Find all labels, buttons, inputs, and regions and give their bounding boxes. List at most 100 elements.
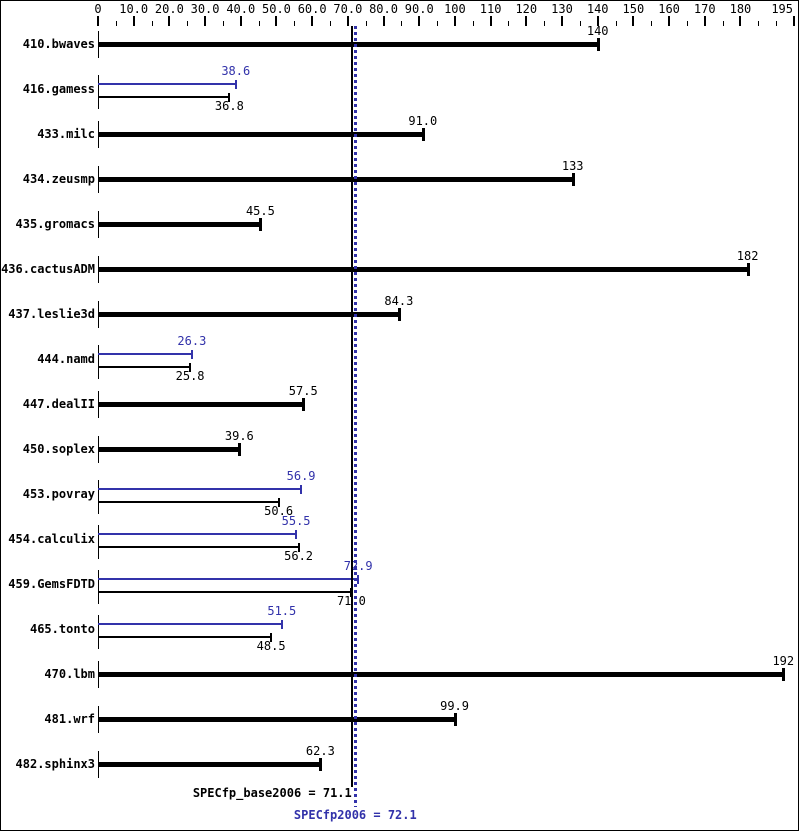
base-bar-end-tick <box>277 498 280 507</box>
base-bar-end-tick <box>596 38 600 51</box>
base-value-label: 62.3 <box>305 744 335 758</box>
x-axis-major-tick <box>239 16 242 26</box>
x-axis-minor-tick <box>222 21 224 26</box>
base-bar-end-tick <box>782 668 786 681</box>
peak-bar <box>98 533 297 535</box>
x-axis-minor-tick <box>508 21 510 26</box>
peak-mean-label: SPECfp2006 = 72.1 <box>293 808 417 822</box>
row-axis-tick <box>98 345 99 379</box>
x-axis-tick-label: 90.0 <box>404 2 434 16</box>
x-axis-tick-label: 150 <box>622 2 645 16</box>
x-axis-tick-label: 60.0 <box>297 2 327 16</box>
benchmark-name: 437.leslie3d <box>8 307 95 321</box>
peak-bar-end-tick <box>280 620 283 629</box>
x-axis-tick-label: 140 <box>586 2 609 16</box>
x-axis-minor-tick <box>258 21 260 26</box>
x-axis-tick-label: 10.0 <box>119 2 149 16</box>
base-value-label: 99.9 <box>440 699 470 713</box>
base-bar-end-tick <box>319 758 323 771</box>
x-axis-major-tick <box>204 16 207 26</box>
base-bar-end-tick <box>571 173 575 186</box>
peak-bar <box>98 488 302 490</box>
peak-value-label: 51.5 <box>267 604 297 618</box>
base-bar-end-tick <box>297 543 300 552</box>
peak-bar-end-tick <box>300 485 303 494</box>
x-axis-major-tick <box>382 16 385 26</box>
x-axis-major-tick <box>668 16 671 26</box>
x-axis-major-tick <box>168 16 171 26</box>
base-bar-end-tick <box>453 713 457 726</box>
base-bar <box>98 501 279 503</box>
base-value-label: 36.8 <box>214 99 244 113</box>
x-axis-minor-tick <box>437 21 439 26</box>
benchmark-name: 465.tonto <box>29 622 95 636</box>
peak-bar <box>98 623 282 625</box>
base-bar <box>98 222 261 227</box>
x-axis-major-tick <box>596 16 599 26</box>
peak-value-label: 55.5 <box>281 514 311 528</box>
benchmark-name: 410.bwaves <box>22 37 95 51</box>
base-value-label: 57.5 <box>288 384 318 398</box>
peak-bar <box>98 353 192 355</box>
base-value-label: 39.6 <box>224 429 254 443</box>
base-bar-end-tick <box>189 363 192 372</box>
x-axis-minor-tick <box>115 21 117 26</box>
benchmark-name: 416.gamess <box>22 82 95 96</box>
x-axis-minor-tick <box>758 21 760 26</box>
base-value-label: 84.3 <box>384 294 414 308</box>
x-axis-tick-label: 100 <box>444 2 466 16</box>
x-axis-minor-tick <box>722 21 724 26</box>
base-bar <box>98 717 455 722</box>
x-axis-tick-label: 50.0 <box>262 2 291 16</box>
peak-value-label: 72.9 <box>343 559 373 573</box>
base-value-label: 133 <box>561 159 584 173</box>
x-axis-minor-tick <box>294 21 296 26</box>
x-axis-tick-label: 195 <box>771 2 793 16</box>
peak-value-label: 26.3 <box>177 334 207 348</box>
x-axis-major-tick <box>132 16 135 26</box>
base-mean-label: SPECfp_base2006 = 71.1 <box>192 786 352 800</box>
base-bar <box>98 636 272 638</box>
x-axis-minor-tick <box>544 21 546 26</box>
peak-value-label: 38.6 <box>221 64 251 78</box>
peak-bar-end-tick <box>357 575 360 584</box>
base-bar <box>98 267 748 272</box>
base-bar-end-tick <box>421 128 425 141</box>
x-axis-minor-tick <box>776 21 778 26</box>
x-axis-tick-label: 70.0 <box>333 2 363 16</box>
base-bar-end-tick <box>746 263 750 276</box>
base-bar <box>98 312 399 317</box>
x-axis-minor-tick <box>651 21 653 26</box>
base-value-label: 91.0 <box>408 114 438 128</box>
base-value-label: 50.6 <box>264 504 294 518</box>
x-axis-minor-tick <box>615 21 617 26</box>
x-axis-major-tick <box>739 16 742 26</box>
row-axis-tick <box>98 615 99 649</box>
x-axis-tick-label: 30.0 <box>190 2 220 16</box>
x-axis-minor-tick <box>472 21 474 26</box>
base-bar <box>98 591 352 593</box>
base-bar-end-tick <box>302 398 306 411</box>
base-bar <box>98 546 299 548</box>
benchmark-name: 433.milc <box>37 127 95 141</box>
base-value-label: 192 <box>772 654 795 668</box>
benchmark-name: 435.gromacs <box>15 217 95 231</box>
row-axis-tick <box>98 570 99 604</box>
row-axis-tick <box>98 75 99 109</box>
x-axis-tick-label: 0 <box>94 2 102 16</box>
peak-bar-end-tick <box>190 350 193 359</box>
base-bar <box>98 762 321 767</box>
x-axis-minor-tick <box>330 21 331 26</box>
x-axis-minor-tick <box>401 21 403 26</box>
peak-bar-end-tick <box>234 80 237 89</box>
base-bar-end-tick <box>270 633 273 642</box>
benchmark-name: 470.lbm <box>44 667 95 681</box>
base-value-label: 48.5 <box>256 639 286 653</box>
x-axis-major-tick <box>311 16 314 26</box>
x-axis-minor-tick <box>187 21 189 26</box>
base-bar <box>98 42 598 47</box>
x-axis-minor-tick <box>151 21 153 26</box>
x-axis-major-tick <box>418 16 421 26</box>
benchmark-name: 447.dealII <box>22 397 95 411</box>
